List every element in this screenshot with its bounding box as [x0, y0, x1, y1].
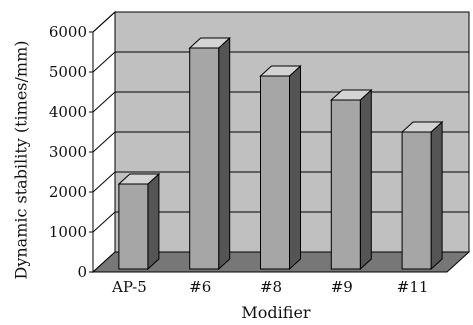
x-tick-label: #8	[260, 278, 282, 296]
gridline-side	[92, 11, 116, 33]
bar-front	[118, 183, 149, 270]
bar-side	[289, 64, 301, 271]
y-axis-title: Dynamic stability (times/mm)	[12, 41, 31, 280]
y-axis-tick-labels: 0 1000 2000 3000 4000 5000 6000	[49, 23, 93, 281]
bar-side	[218, 36, 231, 271]
bar-front	[260, 75, 290, 270]
bar	[330, 88, 373, 271]
bar-front	[330, 99, 361, 270]
gridline-side	[92, 171, 116, 193]
bars	[117, 36, 444, 271]
x-tick-label: #9	[331, 278, 353, 296]
x-tick-label: AP-5	[111, 278, 147, 296]
gridline-side	[92, 211, 116, 233]
y-tick-label: 6000	[49, 23, 87, 41]
bar-side	[147, 172, 160, 271]
bar-side	[359, 88, 372, 271]
gridline-side	[92, 51, 116, 73]
bar-front	[189, 47, 220, 270]
x-tick-label: #11	[397, 278, 429, 296]
bar-side	[430, 120, 443, 271]
y-tick-label: 2000	[49, 183, 87, 201]
bar	[117, 172, 161, 271]
x-axis-title: Modifier	[241, 303, 311, 322]
x-axis-tick-labels: AP-5 #6 #8 #9 #11	[111, 278, 428, 296]
y-tick-label: 5000	[49, 63, 87, 81]
y-tick-label: 3000	[49, 143, 87, 161]
bar	[400, 120, 444, 271]
bar	[188, 36, 231, 271]
bar-front	[401, 131, 432, 270]
y-tick-label: 4000	[49, 103, 87, 121]
gridline-side	[92, 131, 116, 153]
x-tick-label: #6	[189, 278, 211, 296]
y-tick-label: 1000	[49, 223, 87, 241]
y-tick-label: 0	[77, 263, 87, 281]
bar	[259, 64, 302, 271]
gridline-side	[92, 91, 116, 113]
